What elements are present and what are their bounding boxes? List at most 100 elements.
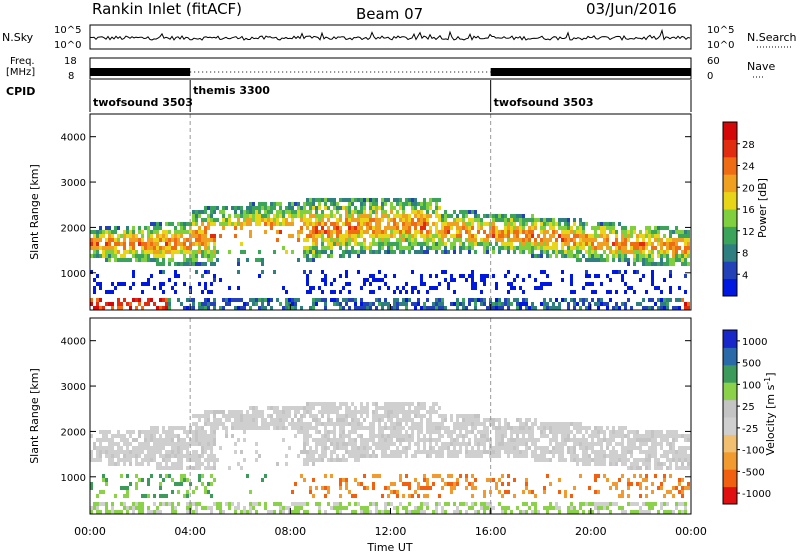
cell bbox=[444, 222, 447, 226]
cell bbox=[630, 454, 633, 458]
cell bbox=[426, 210, 429, 214]
cell bbox=[291, 426, 294, 430]
cell bbox=[228, 466, 231, 470]
cell bbox=[198, 282, 201, 286]
cell bbox=[552, 302, 555, 306]
cell bbox=[144, 302, 147, 306]
cell bbox=[522, 222, 525, 226]
cell bbox=[468, 454, 471, 458]
cell bbox=[471, 298, 474, 302]
cell bbox=[129, 234, 132, 238]
cell bbox=[105, 242, 108, 246]
cell bbox=[615, 302, 618, 306]
cell bbox=[396, 434, 399, 438]
cell bbox=[144, 258, 147, 262]
cell bbox=[582, 502, 585, 506]
cell bbox=[552, 218, 555, 222]
cell bbox=[537, 438, 540, 442]
cell bbox=[582, 230, 585, 234]
cell bbox=[264, 418, 267, 422]
cell bbox=[393, 206, 396, 210]
cell bbox=[525, 234, 528, 238]
colorbar-swatch-3 bbox=[723, 226, 737, 245]
cell bbox=[375, 250, 378, 254]
cell bbox=[597, 454, 600, 458]
cell bbox=[486, 246, 489, 250]
cell bbox=[213, 410, 216, 414]
cell bbox=[597, 306, 600, 310]
cell bbox=[390, 250, 393, 254]
cell bbox=[645, 474, 648, 478]
cell bbox=[579, 306, 582, 310]
cell bbox=[156, 258, 159, 262]
cell bbox=[678, 458, 681, 462]
cell bbox=[531, 502, 534, 506]
cell bbox=[558, 446, 561, 450]
cell bbox=[384, 302, 387, 306]
cell bbox=[126, 438, 129, 442]
cell bbox=[324, 206, 327, 210]
cell bbox=[459, 474, 462, 478]
cell bbox=[417, 414, 420, 418]
cell bbox=[525, 230, 528, 234]
cell bbox=[570, 238, 573, 242]
cell bbox=[300, 206, 303, 210]
cell bbox=[315, 430, 318, 434]
cell bbox=[534, 506, 537, 510]
cell bbox=[591, 246, 594, 250]
cell bbox=[453, 442, 456, 446]
cell bbox=[192, 422, 195, 426]
cell bbox=[582, 434, 585, 438]
cell bbox=[666, 242, 669, 246]
cell bbox=[645, 458, 648, 462]
cell bbox=[360, 226, 363, 230]
cell bbox=[567, 430, 570, 434]
cell bbox=[543, 218, 546, 222]
cell bbox=[180, 478, 183, 482]
cell bbox=[204, 422, 207, 426]
cell bbox=[111, 502, 114, 506]
cell bbox=[633, 434, 636, 438]
cell bbox=[546, 250, 549, 254]
cell bbox=[162, 426, 165, 430]
cell bbox=[108, 510, 111, 514]
cell bbox=[600, 426, 603, 430]
cell bbox=[129, 458, 132, 462]
cell bbox=[174, 242, 177, 246]
cell bbox=[639, 250, 642, 254]
cell bbox=[456, 298, 459, 302]
cell bbox=[408, 494, 411, 498]
cell bbox=[111, 230, 114, 234]
cell bbox=[621, 462, 624, 466]
cell bbox=[282, 422, 285, 426]
cell bbox=[348, 218, 351, 222]
cell bbox=[687, 230, 690, 234]
cell bbox=[435, 450, 438, 454]
cell bbox=[363, 250, 366, 254]
cell bbox=[279, 502, 282, 506]
cell bbox=[477, 446, 480, 450]
cell bbox=[384, 274, 387, 278]
cell bbox=[198, 454, 201, 458]
cell bbox=[486, 426, 489, 430]
cell bbox=[636, 438, 639, 442]
cell bbox=[390, 210, 393, 214]
cell bbox=[153, 246, 156, 250]
cell bbox=[450, 246, 453, 250]
cell bbox=[210, 482, 213, 486]
cell bbox=[531, 434, 534, 438]
cell bbox=[639, 278, 642, 282]
cell bbox=[126, 430, 129, 434]
cell bbox=[564, 234, 567, 238]
cell bbox=[525, 302, 528, 306]
cell bbox=[408, 438, 411, 442]
cell bbox=[435, 246, 438, 250]
cell bbox=[348, 230, 351, 234]
cell bbox=[402, 438, 405, 442]
cell bbox=[387, 234, 390, 238]
cell bbox=[438, 406, 441, 410]
cell bbox=[615, 230, 618, 234]
cell bbox=[150, 434, 153, 438]
cell bbox=[513, 226, 516, 230]
cell bbox=[603, 234, 606, 238]
